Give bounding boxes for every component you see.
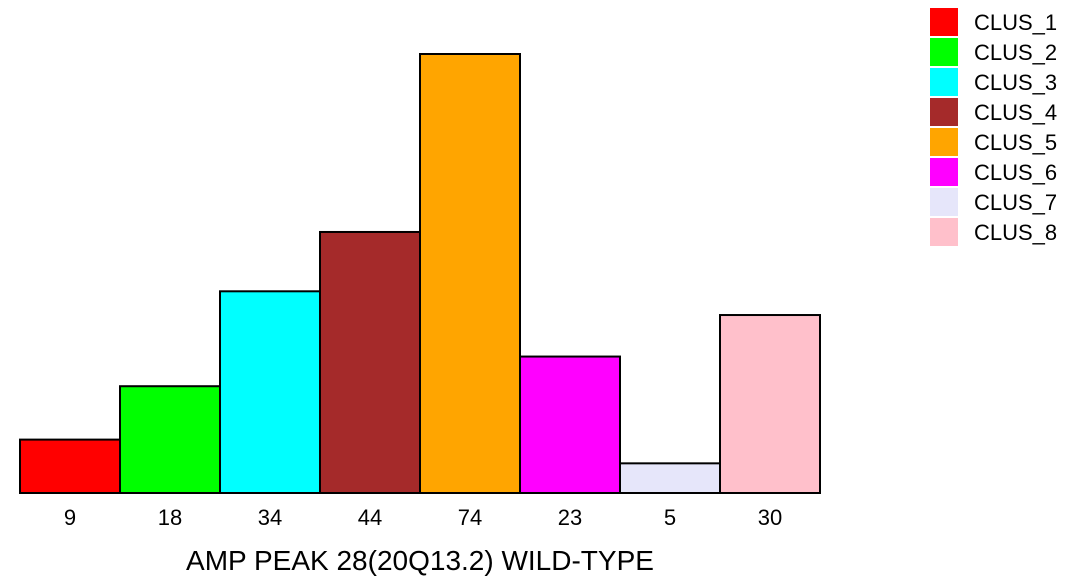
bar-clus-1 [19, 438, 121, 494]
legend-swatch [930, 98, 958, 126]
legend-swatch [930, 128, 958, 156]
legend-label: CLUS_5 [974, 130, 1057, 155]
tick-label: 18 [158, 505, 182, 530]
legend-label: CLUS_2 [974, 40, 1057, 65]
legend-label: CLUS_8 [974, 220, 1057, 245]
legend-swatch [930, 8, 958, 36]
tick-label: 9 [64, 505, 76, 530]
legend-label: CLUS_4 [974, 100, 1057, 125]
legend-swatch [930, 218, 958, 246]
bar-clus-3 [219, 290, 321, 494]
bar-clus-7 [619, 462, 721, 494]
tick-label: 23 [558, 505, 582, 530]
bar-clus-8 [719, 314, 821, 495]
tick-label: 34 [258, 505, 282, 530]
bar-clus-6 [519, 355, 621, 494]
legend-swatch [930, 38, 958, 66]
legend-label: CLUS_3 [974, 70, 1057, 95]
legend-swatch [930, 158, 958, 186]
legend-swatch [930, 188, 958, 216]
x-axis-label: AMP PEAK 28(20Q13.2) WILD-TYPE [186, 545, 654, 576]
tick-label: 74 [458, 505, 482, 530]
tick-label: 30 [758, 505, 782, 530]
legend-label: CLUS_1 [974, 10, 1057, 35]
legend-label: CLUS_6 [974, 160, 1057, 185]
bars-group [19, 53, 821, 495]
legend-label: CLUS_7 [974, 190, 1057, 215]
tick-label: 5 [664, 505, 676, 530]
legend-swatch [930, 68, 958, 96]
bar-clus-4 [319, 230, 421, 495]
tick-labels-group: 9 18 34 44 74 23 5 30 [64, 505, 782, 530]
legend: CLUS_1 CLUS_2 CLUS_3 CLUS_4 CLUS_5 CLUS_6 CLUS… [930, 8, 1057, 246]
bar-clus-2 [119, 385, 221, 494]
bar-clus-5 [419, 53, 521, 494]
tick-label: 44 [358, 505, 382, 530]
